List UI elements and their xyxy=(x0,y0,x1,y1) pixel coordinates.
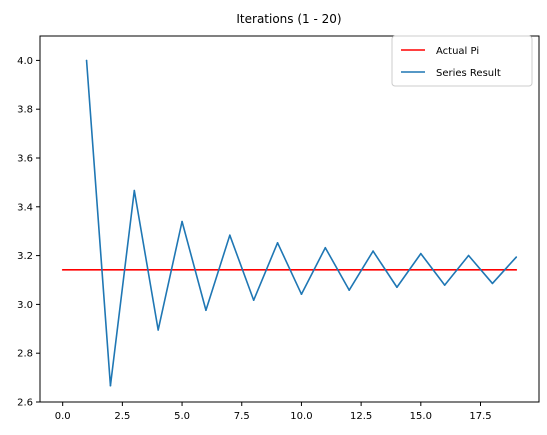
chart-title: Iterations (1 - 20) xyxy=(236,12,341,26)
data-point-actual-pi xyxy=(61,269,64,271)
x-tick-label: 12.5 xyxy=(350,411,372,422)
x-tick-label: 0.0 xyxy=(55,411,71,422)
data-point-series-result xyxy=(181,220,183,223)
data-point-series-result xyxy=(515,256,518,258)
x-tick-label: 15.0 xyxy=(410,411,432,422)
y-tick-label: 4.0 xyxy=(17,56,33,67)
data-point-series-result xyxy=(443,284,446,286)
x-tick-label: 10.0 xyxy=(290,411,312,422)
data-point-series-result xyxy=(396,286,398,289)
y-tick-label: 3.8 xyxy=(17,105,33,116)
legend: Actual Pi Series Result xyxy=(391,35,533,87)
x-tick-label: 7.5 xyxy=(234,411,250,422)
data-point-series-result xyxy=(205,309,207,312)
y-tick-label: 3.6 xyxy=(17,154,33,165)
data-point-series-result xyxy=(467,254,470,257)
y-tick-label: 3.4 xyxy=(17,202,33,213)
y-tick-label: 3.0 xyxy=(17,300,33,311)
data-point-series-result xyxy=(276,242,279,244)
data-point-series-result xyxy=(300,293,303,296)
data-point-series-result xyxy=(324,246,327,249)
y-tick-label: 2.8 xyxy=(17,349,33,360)
x-axis: 0.0 2.5 5.0 7.5 10.0 12.5 15.0 17.5 xyxy=(55,402,492,422)
data-point-series-result xyxy=(229,234,231,236)
data-point-series-result xyxy=(133,189,136,192)
x-tick-label: 2.5 xyxy=(114,411,130,422)
plot-frame xyxy=(39,35,540,403)
legend-label-series-result: Series Result xyxy=(436,68,501,79)
data-point-series-result xyxy=(348,289,350,291)
data-point-series-result xyxy=(109,384,112,387)
data-point-series-result xyxy=(372,250,374,252)
data-point-actual-pi xyxy=(515,269,518,271)
legend-label-actual-pi: Actual Pi xyxy=(436,46,479,57)
y-tick-label: 3.2 xyxy=(17,251,33,262)
y-axis: 2.6 2.8 3.0 3.2 3.4 3.6 3.8 4.0 xyxy=(17,56,40,409)
x-tick-label: 17.5 xyxy=(469,411,491,422)
series-group xyxy=(61,59,518,387)
data-point-series-result xyxy=(491,282,494,285)
legend-box xyxy=(391,35,533,87)
y-tick-label: 2.6 xyxy=(17,398,33,409)
x-tick-label: 5.0 xyxy=(174,411,190,422)
data-point-series-result xyxy=(252,299,255,302)
data-point-series-result xyxy=(157,329,159,331)
data-point-series-result xyxy=(420,252,422,255)
data-point-series-result xyxy=(85,59,88,62)
